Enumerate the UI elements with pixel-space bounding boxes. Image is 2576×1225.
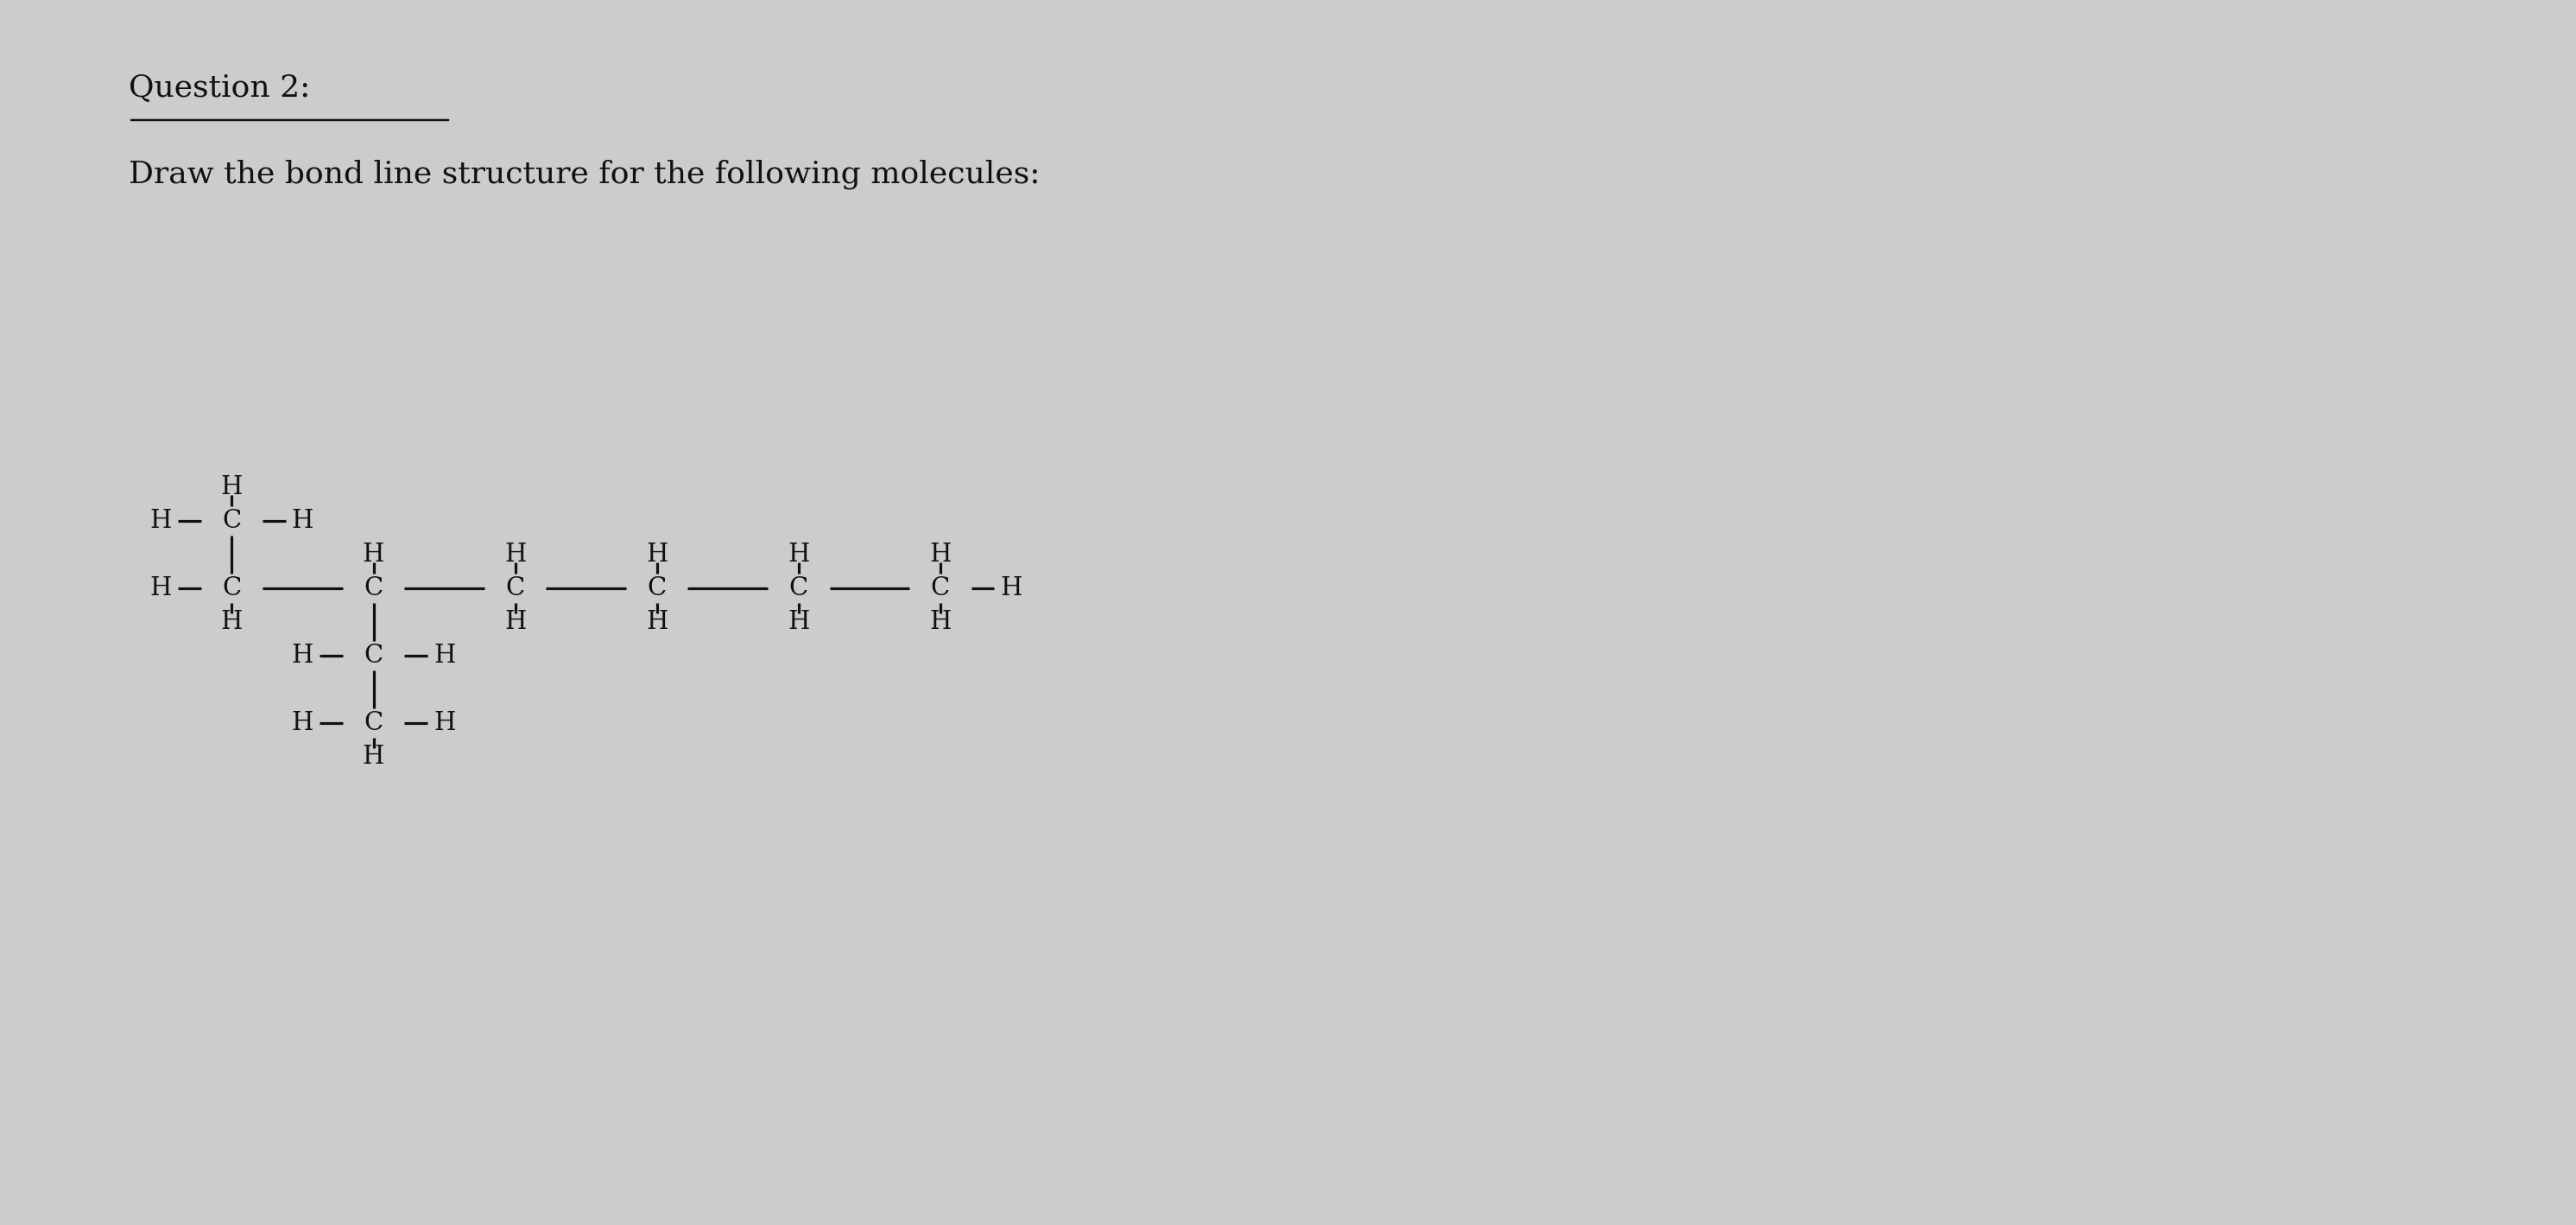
Text: H: H	[149, 508, 173, 533]
Text: C: C	[222, 576, 242, 600]
Text: H: H	[291, 710, 314, 735]
Text: H: H	[647, 610, 667, 633]
Text: Question 2:: Question 2:	[129, 74, 312, 103]
Text: H: H	[433, 643, 456, 668]
Text: C: C	[363, 576, 384, 600]
Text: H: H	[222, 475, 242, 499]
Text: C: C	[647, 576, 667, 600]
Text: C: C	[788, 576, 809, 600]
Text: Draw the bond line structure for the following molecules:: Draw the bond line structure for the fol…	[129, 159, 1041, 189]
Text: H: H	[930, 543, 951, 566]
Text: H: H	[999, 576, 1023, 600]
Text: H: H	[291, 643, 314, 668]
Text: H: H	[505, 610, 526, 633]
Text: C: C	[363, 643, 384, 668]
Text: H: H	[433, 710, 456, 735]
Text: H: H	[930, 610, 951, 633]
Text: H: H	[222, 610, 242, 633]
Text: H: H	[149, 576, 173, 600]
Text: C: C	[505, 576, 526, 600]
Text: H: H	[363, 543, 384, 566]
Text: H: H	[647, 543, 667, 566]
Text: H: H	[788, 610, 809, 633]
Text: C: C	[930, 576, 951, 600]
Text: H: H	[788, 543, 809, 566]
Text: H: H	[363, 745, 384, 768]
Text: C: C	[222, 508, 242, 533]
Text: H: H	[291, 508, 314, 533]
Text: C: C	[363, 710, 384, 735]
Text: H: H	[505, 543, 526, 566]
